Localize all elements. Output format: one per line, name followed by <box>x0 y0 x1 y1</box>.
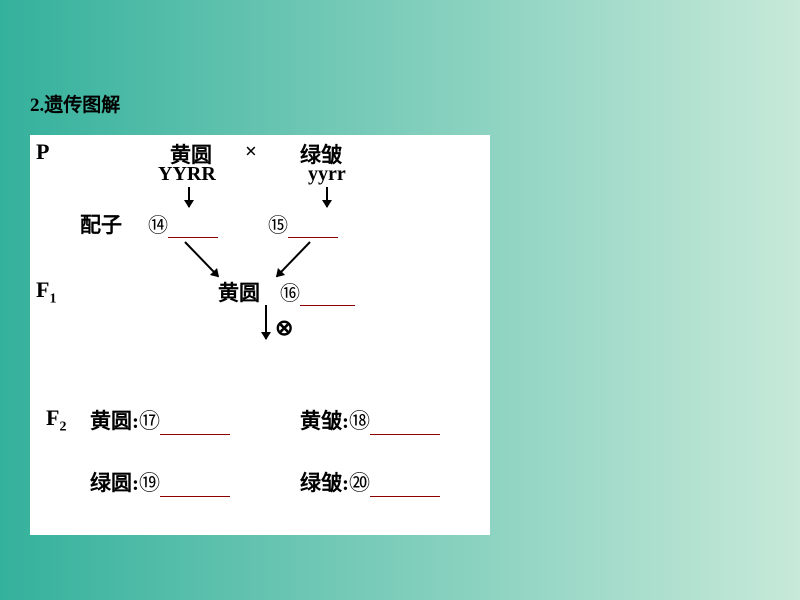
num-20: ⑳ <box>349 467 370 497</box>
f2-c-label: 绿圆: <box>90 471 139 495</box>
arrow-gamete-right <box>276 241 311 277</box>
f2-green-wrinkled: 绿皱:⑳ <box>300 467 440 497</box>
num-19: ⑲ <box>139 467 160 497</box>
f2-d-label: 绿皱: <box>300 471 349 495</box>
blank-14: ⑭ <box>148 209 218 238</box>
underline-16 <box>300 284 355 306</box>
arrow-gamete-left <box>184 241 219 277</box>
blank-16: ⑯ <box>280 277 355 306</box>
arrow-f1-self <box>265 305 267 339</box>
label-F1: F1 <box>36 277 56 307</box>
f2-letter: F <box>46 405 59 430</box>
cross-symbol: × <box>245 139 257 164</box>
self-cross-icon: ⊗ <box>275 315 293 341</box>
f1-sub: 1 <box>49 291 56 306</box>
underline-14 <box>168 216 218 238</box>
section-title: 2.遗传图解 <box>30 90 770 117</box>
num-15: ⑮ <box>268 209 288 238</box>
arrow-p-right <box>326 187 328 207</box>
label-gamete: 配子 <box>80 209 122 239</box>
f2-yellow-round: 黄圆:⑰ <box>90 405 230 435</box>
num-17: ⑰ <box>139 405 160 435</box>
blank-15: ⑮ <box>268 209 338 238</box>
f1-phenotype: 黄圆 <box>218 277 260 307</box>
f1-letter: F <box>36 277 49 302</box>
f2-sub: 2 <box>59 419 66 434</box>
arrow-p-left <box>188 187 190 207</box>
content-area: 2.遗传图解 P 黄圆 × 绿皱 YYRR yyrr 配子 ⑭ ⑮ F1 黄圆 … <box>0 0 800 565</box>
underline-19 <box>160 474 230 497</box>
f2-b-label: 黄皱: <box>300 409 349 433</box>
underline-15 <box>288 216 338 238</box>
p-left-genotype: YYRR <box>158 163 216 186</box>
num-18: ⑱ <box>349 405 370 435</box>
p-right-genotype: yyrr <box>308 163 346 186</box>
label-F2: F2 <box>46 405 66 435</box>
num-16: ⑯ <box>280 277 300 306</box>
f2-yellow-wrinkled: 黄皱:⑱ <box>300 405 440 435</box>
num-14: ⑭ <box>148 209 168 238</box>
f2-green-round: 绿圆:⑲ <box>90 467 230 497</box>
underline-20 <box>370 474 440 497</box>
underline-18 <box>370 412 440 435</box>
f2-a-label: 黄圆: <box>90 409 139 433</box>
underline-17 <box>160 412 230 435</box>
genetics-diagram: P 黄圆 × 绿皱 YYRR yyrr 配子 ⑭ ⑮ F1 黄圆 ⑯ ⊗ <box>30 135 490 535</box>
label-P: P <box>36 139 49 165</box>
